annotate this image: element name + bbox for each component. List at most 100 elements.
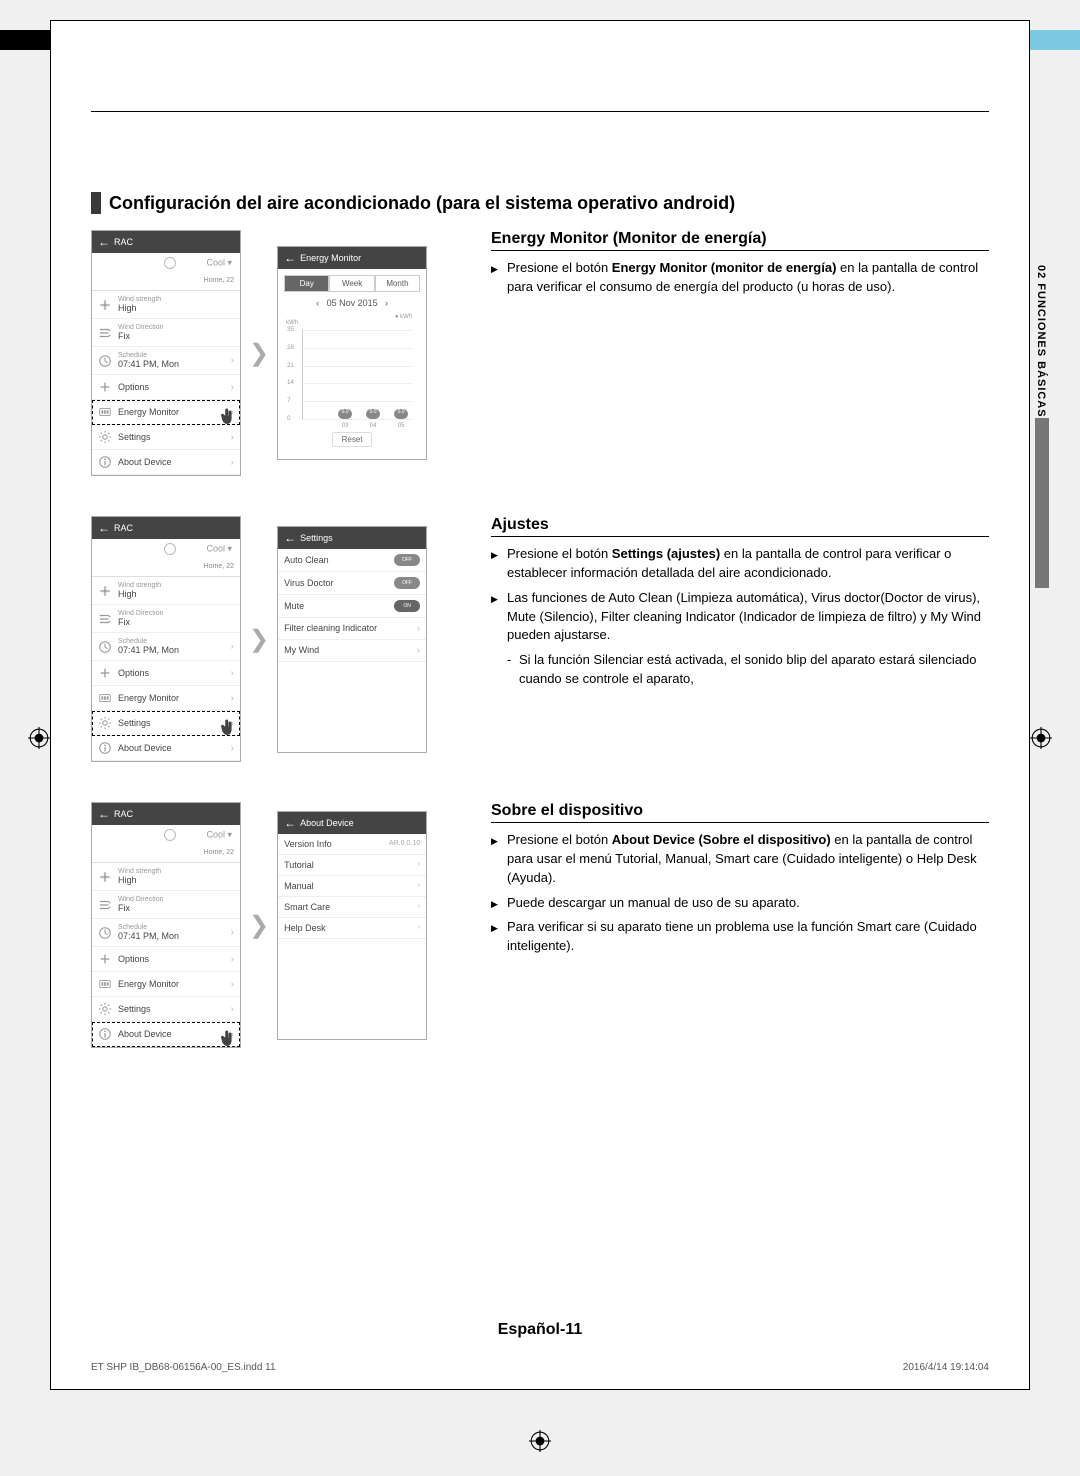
chevron-right-icon: ›: [231, 1004, 234, 1015]
settings-item[interactable]: MuteON: [278, 595, 426, 618]
about-item[interactable]: Manual›: [278, 876, 426, 897]
bullet: Puede descargar un manual de uso de su a…: [491, 894, 989, 913]
section-heading: Ajustes: [491, 516, 989, 537]
settings-item[interactable]: Virus DoctorOFF: [278, 572, 426, 595]
mode-label[interactable]: Cool ▾: [206, 829, 232, 839]
chevron-right-icon: ›: [231, 382, 234, 393]
row-right-text: ›: [418, 882, 420, 889]
chart-bar: 0.0: [394, 409, 408, 419]
back-icon[interactable]: ←: [284, 251, 296, 265]
chevron-right-icon: ›: [231, 979, 234, 990]
clock-icon: [98, 354, 112, 368]
menu-item[interactable]: Settings›: [92, 425, 240, 450]
mode-label[interactable]: Cool ▾: [206, 257, 232, 267]
registration-mark-icon: [529, 1430, 551, 1452]
menu-item[interactable]: Wind DirectionFix: [92, 605, 240, 633]
menu-item[interactable]: Wind strengthHigh: [92, 863, 240, 891]
footer-filename: ET SHP IB_DB68-06156A-00_ES.indd 11: [91, 1362, 276, 1373]
section-energy-monitor: ← RAC Cool ▾ Home, 22Wind strengthHighWind …: [91, 230, 989, 476]
footer-timestamp: 2016/4/14 19:14:04: [903, 1362, 989, 1373]
about-item[interactable]: Version InfoAR.0.0.10: [278, 834, 426, 855]
menu-item[interactable]: Schedule07:41 PM, Mon›: [92, 919, 240, 947]
row-right-text: ›: [418, 924, 420, 931]
menu-item[interactable]: Settings›: [92, 711, 240, 736]
back-icon[interactable]: ←: [284, 531, 296, 545]
back-icon[interactable]: ←: [98, 235, 110, 249]
menu-item[interactable]: Wind strengthHigh: [92, 577, 240, 605]
menu-item[interactable]: Schedule07:41 PM, Mon›: [92, 633, 240, 661]
info-icon: [98, 741, 112, 755]
meter-icon: [98, 691, 112, 705]
toggle[interactable]: OFF: [394, 554, 420, 566]
sub-label: Home, 22: [92, 271, 240, 291]
menu-item[interactable]: Wind DirectionFix: [92, 319, 240, 347]
power-icon[interactable]: [164, 257, 176, 269]
menu-item[interactable]: About Device›: [92, 736, 240, 761]
page-title: Configuración del aire acondicionado (pa…: [91, 192, 989, 214]
chevron-right-icon: ›: [231, 457, 234, 468]
chart-date[interactable]: ‹ 05 Nov 2015 ›: [284, 292, 420, 314]
clock-icon: [98, 926, 112, 940]
sub-bullet: Si la función Silenciar está activada, e…: [491, 651, 989, 689]
menu-item[interactable]: Wind DirectionFix: [92, 891, 240, 919]
phone-rac-2: ←RACCool ▾Home, 22Wind strengthHighWind …: [91, 516, 241, 762]
gear-icon: [98, 1002, 112, 1016]
about-item[interactable]: Help Desk›: [278, 918, 426, 939]
menu-item[interactable]: Settings›: [92, 997, 240, 1022]
menu-item[interactable]: Options›: [92, 947, 240, 972]
chevron-right-icon: ›: [231, 355, 234, 366]
menu-item[interactable]: Options›: [92, 661, 240, 686]
power-icon[interactable]: [164, 543, 176, 555]
reset-button[interactable]: Reset: [332, 432, 372, 447]
screen-title: RAC: [114, 237, 133, 247]
side-tab-label: 02 FUNCIONES BÁSICAS: [1035, 261, 1047, 418]
tab[interactable]: Week: [329, 275, 374, 292]
fan-icon: [98, 870, 112, 884]
menu-item[interactable]: About Device›: [92, 450, 240, 475]
chevron-right-icon: ›: [231, 641, 234, 652]
menu-item[interactable]: About Device›: [92, 1022, 240, 1047]
toggle[interactable]: OFF: [394, 577, 420, 589]
energy-chart: 07142128350.0030.0040.005: [302, 330, 412, 420]
settings-item[interactable]: Filter cleaning Indicator›: [278, 618, 426, 640]
chart-bar: 0.0: [338, 409, 352, 419]
mode-label[interactable]: Cool ▾: [206, 543, 232, 553]
clock-icon: [98, 640, 112, 654]
phone-rac-1: ← RAC Cool ▾ Home, 22Wind strengthHighWind …: [91, 230, 241, 476]
settings-item[interactable]: Auto CleanOFF: [278, 549, 426, 572]
screen-title: About Device: [300, 818, 354, 828]
settings-item[interactable]: My Wind›: [278, 640, 426, 662]
power-icon[interactable]: [164, 829, 176, 841]
section-settings: ←RACCool ▾Home, 22Wind strengthHighWind …: [91, 516, 989, 762]
about-item[interactable]: Smart Care›: [278, 897, 426, 918]
menu-item[interactable]: Energy Monitor›: [92, 400, 240, 425]
phone-rac-3: ←RACCool ▾Home, 22Wind strengthHighWind …: [91, 802, 241, 1048]
toggle[interactable]: ON: [394, 600, 420, 612]
menu-item[interactable]: Energy Monitor›: [92, 972, 240, 997]
chevron-right-icon: ›: [231, 432, 234, 443]
screen-title: RAC: [114, 523, 133, 533]
back-icon[interactable]: ←: [284, 816, 296, 830]
plus-icon: [98, 666, 112, 680]
side-tab: 02 FUNCIONES BÁSICAS: [1035, 261, 1049, 588]
registration-mark-icon: [28, 727, 50, 749]
arrow-icon: ❯: [249, 339, 269, 368]
back-icon[interactable]: ←: [98, 521, 110, 535]
gear-icon: [98, 430, 112, 444]
bullet: Las funciones de Auto Clean (Limpieza au…: [491, 589, 989, 646]
menu-item[interactable]: Options›: [92, 375, 240, 400]
about-item[interactable]: Tutorial›: [278, 855, 426, 876]
chevron-right-icon: ›: [231, 668, 234, 679]
menu-item[interactable]: Energy Monitor›: [92, 686, 240, 711]
menu-item[interactable]: Schedule07:41 PM, Mon›: [92, 347, 240, 375]
row-right-text: ›: [418, 861, 420, 868]
section-heading: Sobre el dispositivo: [491, 802, 989, 823]
back-icon[interactable]: ←: [98, 807, 110, 821]
menu-item[interactable]: Wind strengthHigh: [92, 291, 240, 319]
registration-mark-icon: [1030, 727, 1052, 749]
tab[interactable]: Day: [284, 275, 329, 292]
chevron-right-icon: ›: [231, 693, 234, 704]
chevron-right-icon: ›: [231, 743, 234, 754]
plus-icon: [98, 380, 112, 394]
tab[interactable]: Month: [375, 275, 420, 292]
